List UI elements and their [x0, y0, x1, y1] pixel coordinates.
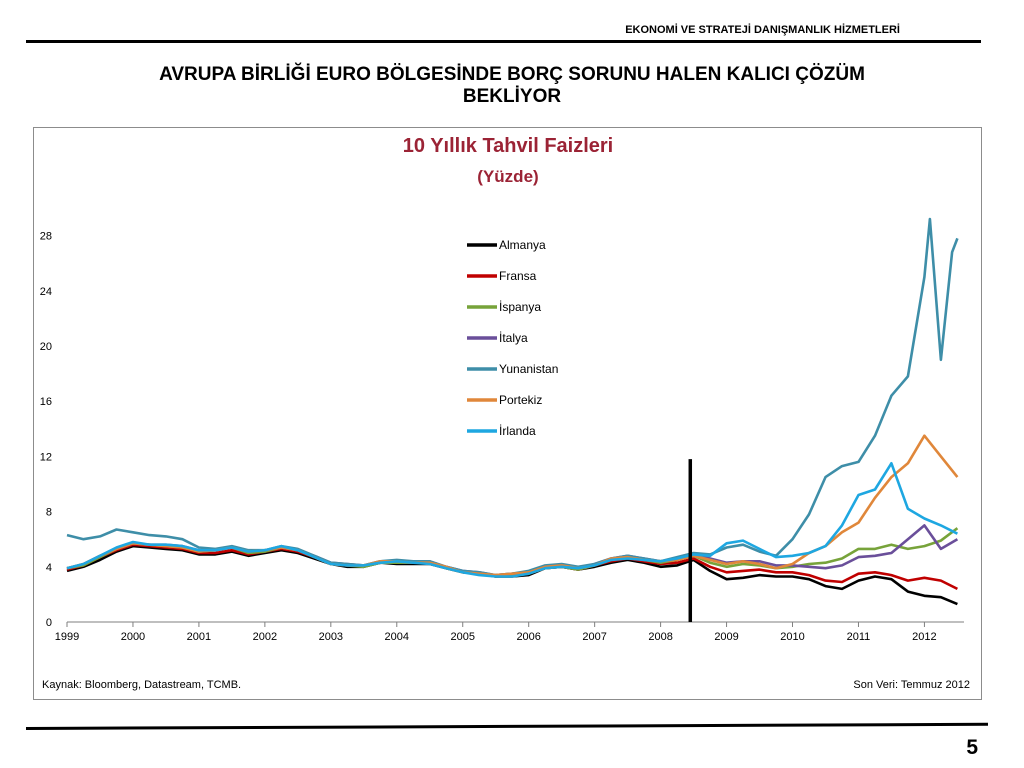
- y-tick-label: 8: [46, 507, 52, 519]
- y-tick-label: 24: [40, 286, 52, 298]
- y-tick-label: 4: [46, 562, 52, 574]
- chart-frame: 10 Yıllık Tahvil Faizleri (Yüzde) 0 4 8 12 1…: [33, 127, 982, 700]
- y-tick-label: 12: [40, 451, 52, 463]
- last-data-note: Son Veri: Temmuz 2012: [853, 679, 970, 691]
- y-tick-label: 20: [40, 341, 52, 353]
- x-tick-label: 2007: [582, 631, 606, 643]
- legend-label: İtalya: [499, 331, 528, 345]
- chart-axes: 0 4 8 12 16 20 24 28 1999 2000 2001 2002 2003 2004 200…: [40, 231, 964, 643]
- x-tick-label: 2010: [780, 631, 804, 643]
- page-number: 5: [966, 736, 978, 759]
- legend-label: Fransa: [499, 269, 537, 283]
- x-tick-label: 1999: [55, 631, 79, 643]
- x-tick-label: 2011: [847, 631, 871, 643]
- series-line-yunanistan: [66, 217, 959, 577]
- y-tick-label: 0: [46, 617, 52, 629]
- legend-label: İspanya: [499, 300, 541, 314]
- company-header: EKONOMİ VE STRATEJİ DANIŞMANLIK HİZMETLE…: [625, 24, 900, 36]
- x-tick-label: 2003: [319, 631, 343, 643]
- x-tick-label: 2001: [187, 631, 211, 643]
- chart-subtitle: (Yüzde): [477, 167, 538, 186]
- legend-label: İrlanda: [499, 424, 536, 438]
- legend-label: Portekiz: [499, 393, 542, 407]
- legend-label: Yunanistan: [499, 362, 558, 376]
- x-tick-label: 2005: [450, 631, 474, 643]
- x-tick-label: 2008: [648, 631, 672, 643]
- x-tick-label: 2009: [714, 631, 738, 643]
- series-layer: [66, 217, 959, 606]
- slide-title: AVRUPA BİRLİĞİ EURO BÖLGESİNDE BORÇ SORU…: [40, 64, 984, 108]
- slide-title-line-1: AVRUPA BİRLİĞİ EURO BÖLGESİNDE BORÇ SORU…: [159, 64, 865, 85]
- x-tick-label: 2012: [912, 631, 936, 643]
- source-note: Kaynak: Bloomberg, Datastream, TCMB.: [42, 679, 241, 691]
- x-tick-label: 2002: [253, 631, 277, 643]
- x-tick-label: 2006: [516, 631, 540, 643]
- y-tick-label: 16: [40, 396, 52, 408]
- top-divider: [26, 40, 981, 43]
- legend-label: Almanya: [499, 238, 546, 252]
- x-tick-label: 2000: [121, 631, 145, 643]
- x-tick-label: 2004: [385, 631, 409, 643]
- chart-title: 10 Yıllık Tahvil Faizleri: [403, 135, 613, 157]
- bond-yield-chart: 10 Yıllık Tahvil Faizleri (Yüzde) 0 4 8 12 1…: [40, 135, 970, 691]
- chart-legend: Almanya Fransa İspanya İtalya Yunanistan Port…: [467, 238, 558, 438]
- y-tick-label: 28: [40, 231, 52, 243]
- series-line-i-rlanda: [66, 462, 958, 578]
- slide-title-line-2: BEKLİYOR: [462, 86, 562, 107]
- bottom-divider: [25, 722, 988, 730]
